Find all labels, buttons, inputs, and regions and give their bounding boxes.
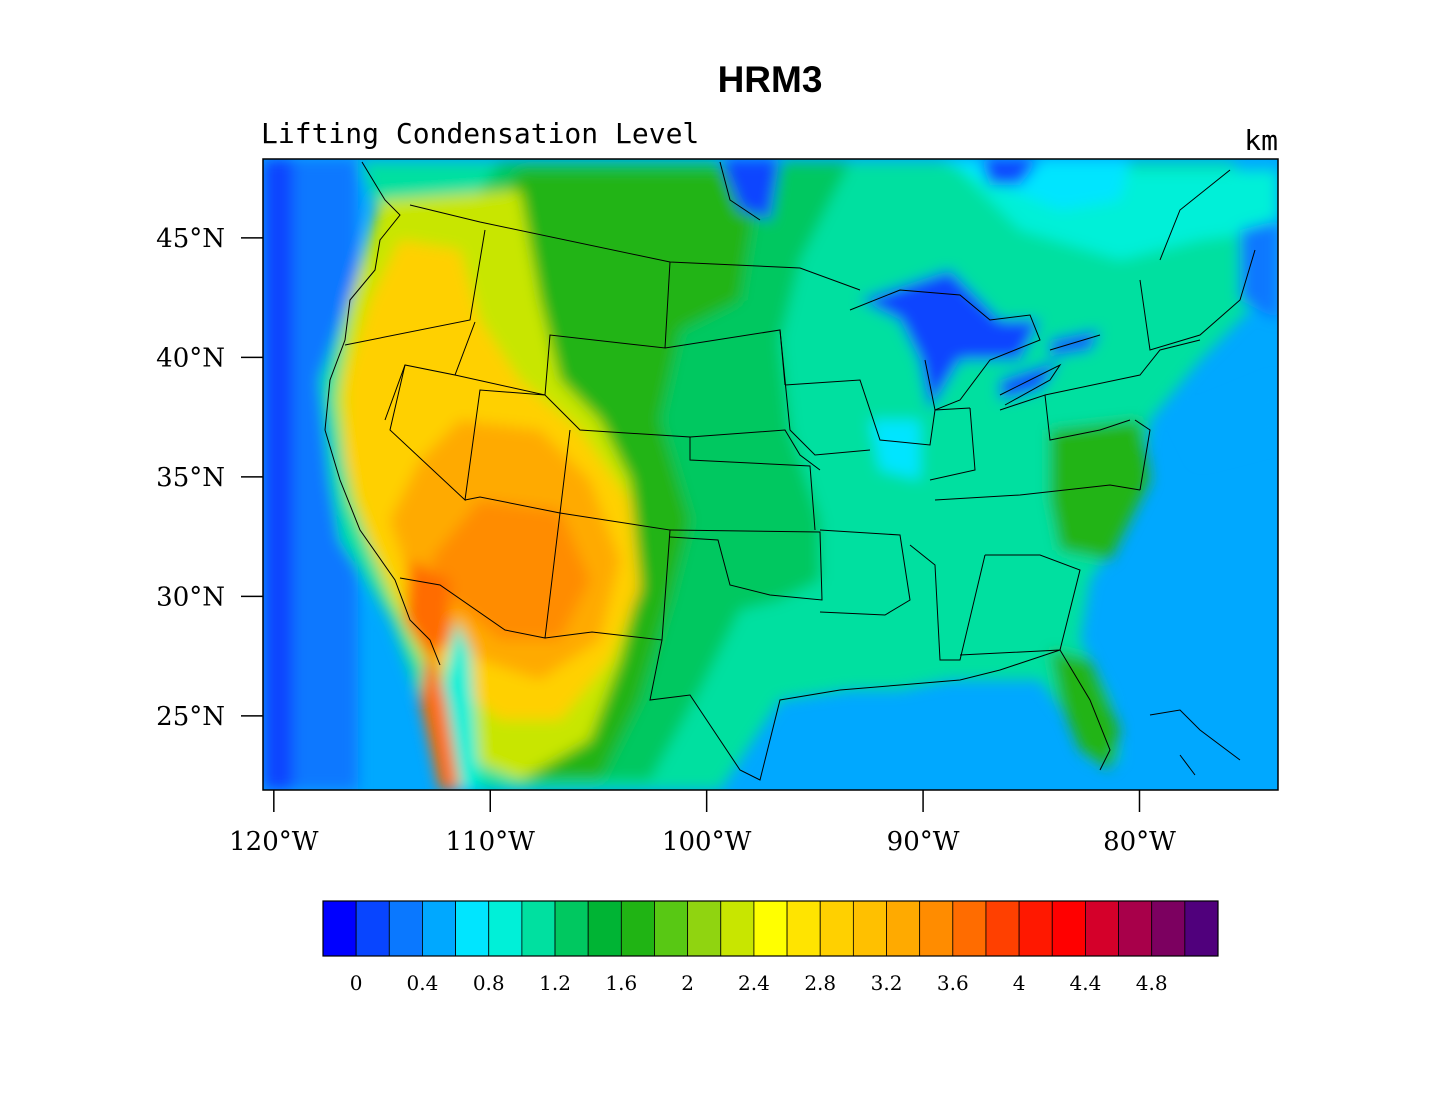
lcl-field-shading	[263, 159, 1278, 790]
map-frame	[262, 158, 1279, 791]
colorbar-swatch	[952, 900, 987, 957]
colorbar-swatch	[521, 900, 556, 957]
colorbar-swatch	[422, 900, 456, 957]
lat-tick-label: 25°N	[156, 702, 225, 732]
field-units: km	[1244, 124, 1278, 157]
lat-tick-label: 30°N	[156, 582, 225, 612]
colorbar-swatch	[1085, 900, 1119, 957]
field-name: Lifting Condensation Level	[261, 117, 699, 150]
lat-tick-label: 35°N	[156, 463, 225, 493]
colorbar-label: 3.2	[871, 971, 903, 995]
map-area	[263, 159, 1278, 790]
latitude-axis: 45°N 40°N 35°N 30°N 25°N	[156, 224, 263, 732]
colorbar-swatch	[1051, 900, 1086, 957]
colorbar-swatch	[322, 900, 357, 957]
map-title: HRM3	[718, 59, 823, 100]
colorbar-swatch	[1151, 900, 1186, 957]
colorbar-label: 4.8	[1136, 971, 1168, 995]
colorbar-label: 4	[1013, 971, 1026, 995]
colorbar-swatch	[852, 900, 887, 957]
longitude-axis: 120°W 110°W 100°W 90°W 80°W	[229, 790, 1176, 857]
colorbar-swatch	[919, 900, 954, 957]
lon-tick-label: 110°W	[446, 827, 536, 857]
colorbar-label: 4.4	[1070, 971, 1102, 995]
lat-tick-label: 40°N	[156, 343, 225, 373]
colorbar-label: 0.8	[473, 971, 505, 995]
colorbar-swatch	[488, 900, 523, 957]
colorbar: 0 0.4 0.8 1.2 1.6 2 2.4 2.8 3.2 3.6 4 4.4 4.8	[322, 900, 1219, 995]
colorbar-label: 0	[350, 971, 363, 995]
colorbar-label: 2.4	[738, 971, 770, 995]
colorbar-swatch	[687, 900, 722, 957]
colorbar-swatch	[753, 900, 788, 957]
colorbar-label: 2	[681, 971, 694, 995]
colorbar-swatch	[886, 900, 921, 957]
colorbar-swatch	[720, 900, 755, 957]
colorbar-label: 3.6	[937, 971, 969, 995]
colorbar-frame	[322, 900, 1219, 957]
colorbar-swatch	[355, 900, 390, 957]
colorbar-swatch	[786, 900, 821, 957]
colorbar-label: 1.6	[605, 971, 637, 995]
colorbar-swatch	[1184, 900, 1219, 957]
colorbar-swatch	[388, 900, 423, 957]
colorbar-swatch	[985, 900, 1020, 957]
lon-tick-label: 100°W	[662, 827, 752, 857]
lon-tick-label: 80°W	[1103, 827, 1176, 857]
lon-tick-label: 120°W	[229, 827, 319, 857]
colorbar-swatch	[620, 900, 655, 957]
colorbar-swatch	[587, 900, 622, 957]
colorbar-swatch	[654, 900, 689, 957]
colorbar-label: 2.8	[804, 971, 836, 995]
colorbar-label: 0.4	[407, 971, 439, 995]
lat-tick-label: 45°N	[156, 224, 225, 254]
state-boundaries	[324, 161, 1256, 781]
colorbar-swatch	[554, 900, 589, 957]
colorbar-label: 1.2	[539, 971, 571, 995]
colorbar-swatch	[1018, 900, 1053, 957]
colorbar-swatch	[1118, 900, 1153, 957]
colorbar-swatch	[455, 900, 490, 957]
colorbar-swatch	[819, 900, 854, 957]
lon-tick-label: 90°W	[887, 827, 960, 857]
